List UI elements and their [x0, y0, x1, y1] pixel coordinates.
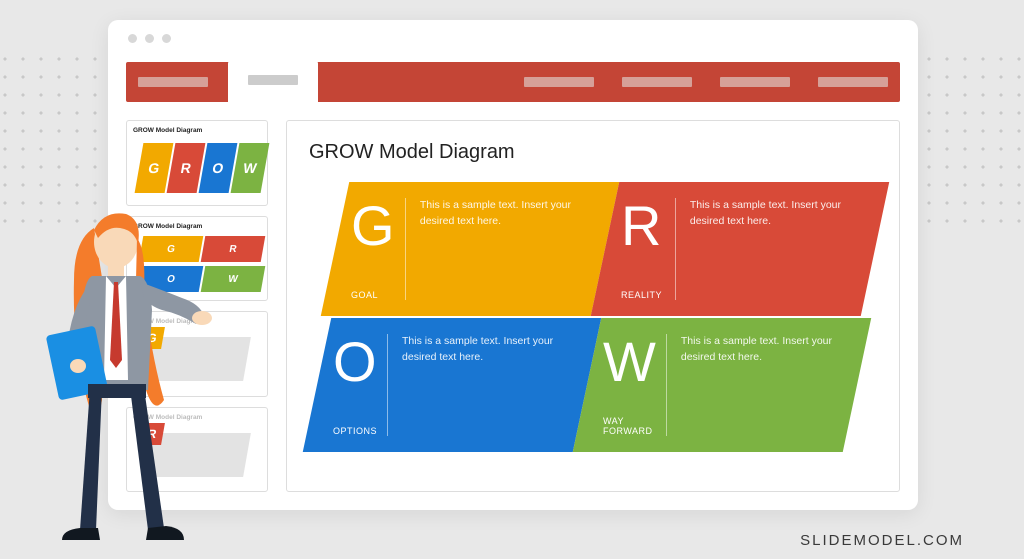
window-content: GROW Model Diagram G R O W GROW Model Di…	[126, 120, 900, 492]
ribbon-item[interactable]	[818, 77, 888, 87]
grow-piece-wayforward: W WAY FORWARD This is a sample text. Ins…	[573, 318, 871, 452]
window-controls	[128, 34, 171, 43]
ribbon-item[interactable]	[524, 77, 594, 87]
label: GOAL	[351, 290, 395, 300]
thumb-piece: W	[231, 143, 270, 193]
presenter-illustration	[44, 200, 224, 550]
label: REALITY	[621, 290, 665, 300]
desc: This is a sample text. Insert your desir…	[388, 334, 571, 436]
desc: This is a sample text. Insert your desir…	[667, 334, 841, 436]
presentation-window: GROW Model Diagram G R O W GROW Model Di…	[108, 20, 918, 510]
label: OPTIONS	[333, 426, 377, 436]
ribbon-item[interactable]	[720, 77, 790, 87]
letter: O	[333, 334, 377, 390]
ribbon-bar	[126, 62, 900, 102]
letter: W	[603, 334, 656, 390]
grow-piece-reality: R REALITY This is a sample text. Insert …	[591, 182, 889, 316]
grow-piece-goal: G GOAL This is a sample text. Insert you…	[321, 182, 619, 316]
slide-title: GROW Model Diagram	[309, 141, 877, 164]
window-dot	[162, 34, 171, 43]
grow-piece-options: O OPTIONS This is a sample text. Insert …	[303, 318, 601, 452]
ribbon-item[interactable]	[138, 77, 208, 87]
ribbon-item[interactable]	[622, 77, 692, 87]
letter: G	[351, 198, 395, 254]
main-slide[interactable]: GROW Model Diagram G GOAL This is a samp…	[286, 120, 900, 492]
thumbnail-slide[interactable]: GROW Model Diagram G R O W	[126, 120, 268, 206]
desc: This is a sample text. Insert your desir…	[676, 198, 859, 300]
thumbnail-title: GROW Model Diagram	[133, 127, 261, 134]
window-dot	[128, 34, 137, 43]
label: WAY FORWARD	[603, 416, 656, 436]
grow-diagram: G GOAL This is a sample text. Insert you…	[317, 182, 877, 452]
branding-text: SLIDEMODEL.COM	[800, 532, 964, 549]
window-dot	[145, 34, 154, 43]
ribbon-active-tab[interactable]	[228, 58, 318, 102]
desc: This is a sample text. Insert your desir…	[406, 198, 589, 300]
letter: R	[621, 198, 665, 254]
